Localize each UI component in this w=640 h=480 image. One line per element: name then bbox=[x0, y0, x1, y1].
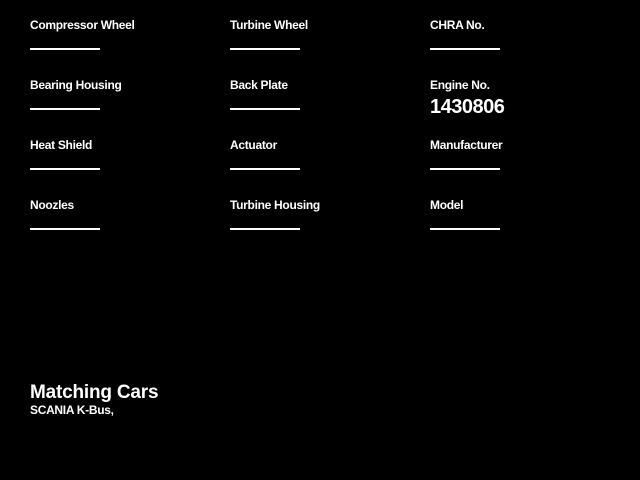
model-label: Model bbox=[430, 198, 464, 212]
chra-no-input-line[interactable] bbox=[430, 48, 500, 50]
actuator-label: Actuator bbox=[230, 138, 277, 152]
field-model: Model bbox=[430, 198, 620, 256]
field-chra-no: CHRA No. bbox=[430, 18, 620, 76]
model-input-line[interactable] bbox=[430, 228, 500, 230]
field-manufacturer: Manufacturer bbox=[430, 138, 620, 196]
field-back-plate: Back Plate bbox=[230, 78, 420, 136]
actuator-input-line[interactable] bbox=[230, 168, 300, 170]
field-noozles: Noozles bbox=[30, 198, 220, 256]
field-actuator: Actuator bbox=[230, 138, 420, 196]
field-engine-no: Engine No. 1430806 bbox=[430, 78, 620, 136]
matching-cars-title: Matching Cars bbox=[30, 382, 159, 403]
compressor-wheel-input-line[interactable] bbox=[30, 48, 100, 50]
back-plate-input-line[interactable] bbox=[230, 108, 300, 110]
engine-no-value[interactable]: 1430806 bbox=[430, 96, 505, 118]
chra-no-label: CHRA No. bbox=[430, 18, 485, 32]
manufacturer-label: Manufacturer bbox=[430, 138, 503, 152]
bearing-housing-input-line[interactable] bbox=[30, 108, 100, 110]
heat-shield-input-line[interactable] bbox=[30, 168, 100, 170]
noozles-input-line[interactable] bbox=[30, 228, 100, 230]
compressor-wheel-label: Compressor Wheel bbox=[30, 18, 135, 32]
field-compressor-wheel: Compressor Wheel bbox=[30, 18, 220, 76]
bearing-housing-label: Bearing Housing bbox=[30, 78, 122, 92]
manufacturer-input-line[interactable] bbox=[430, 168, 500, 170]
matching-cars-list: SCANIA K-Bus, bbox=[30, 403, 114, 417]
turbine-housing-label: Turbine Housing bbox=[230, 198, 320, 212]
field-turbine-housing: Turbine Housing bbox=[230, 198, 420, 256]
engine-no-label: Engine No. bbox=[430, 78, 490, 92]
turbine-housing-input-line[interactable] bbox=[230, 228, 300, 230]
back-plate-label: Back Plate bbox=[230, 78, 288, 92]
heat-shield-label: Heat Shield bbox=[30, 138, 93, 152]
turbine-wheel-label: Turbine Wheel bbox=[230, 18, 308, 32]
matching-cars-section: Matching Cars SCANIA K-Bus, bbox=[30, 382, 159, 417]
turbine-wheel-input-line[interactable] bbox=[230, 48, 300, 50]
noozles-label: Noozles bbox=[30, 198, 74, 212]
field-heat-shield: Heat Shield bbox=[30, 138, 220, 196]
field-turbine-wheel: Turbine Wheel bbox=[230, 18, 420, 76]
field-bearing-housing: Bearing Housing bbox=[30, 78, 220, 136]
